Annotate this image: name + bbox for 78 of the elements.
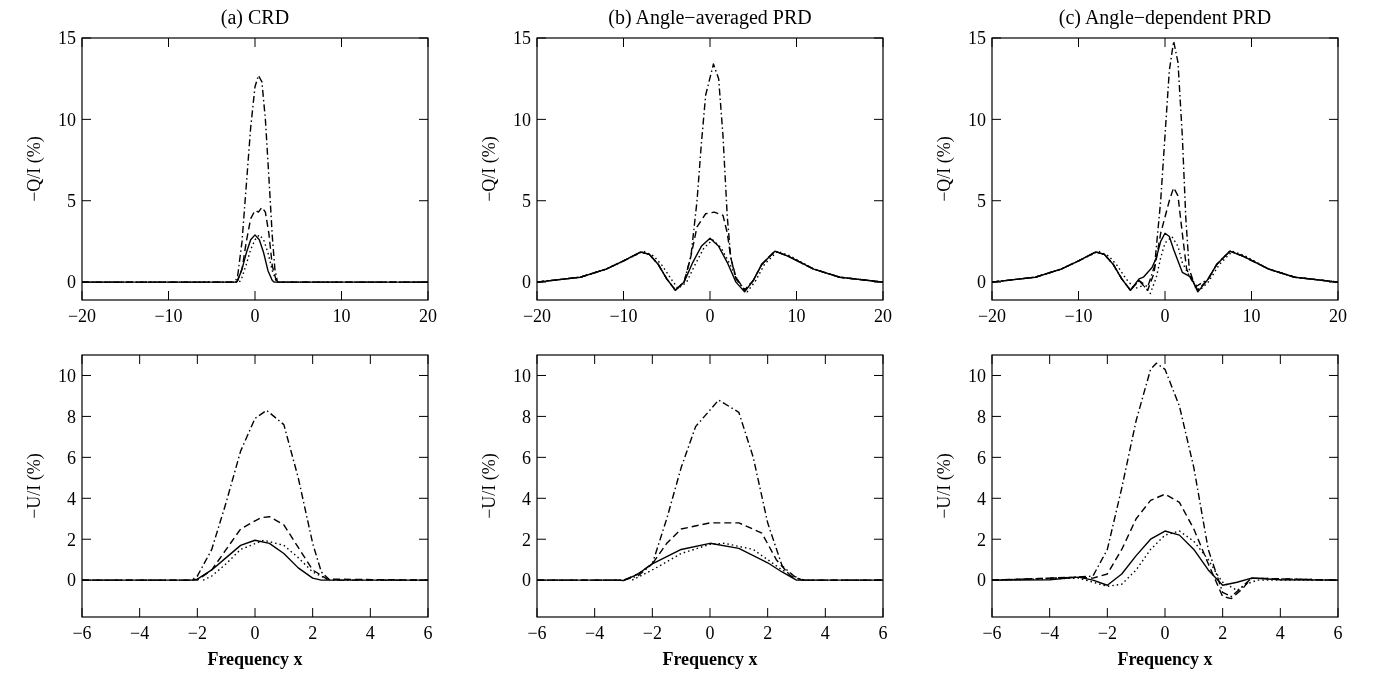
y-tick-label: 15 <box>968 28 986 49</box>
x-tick-label: −20 <box>522 306 552 326</box>
y-tick-label: 10 <box>513 109 531 130</box>
x-axis-title: Frequency x <box>207 649 303 669</box>
x-tick-label: −2 <box>642 623 662 643</box>
y-axis-title: −U/I (%) <box>479 453 500 519</box>
x-tick-label: 20 <box>419 306 437 326</box>
chart-title: (c) Angle−dependent PRD <box>1058 6 1272 29</box>
y-tick-label: 15 <box>58 28 76 49</box>
x-tick-label: −6 <box>982 623 1002 643</box>
y-tick-label: 4 <box>522 488 531 509</box>
y-tick-label: 8 <box>522 406 531 427</box>
y-tick-label: 5 <box>977 191 986 212</box>
x-tick-label: 10 <box>1242 306 1261 326</box>
x-tick-label: −4 <box>1040 623 1060 643</box>
x-tick-label: −2 <box>1097 623 1117 643</box>
y-tick-label: 2 <box>522 529 531 550</box>
y-tick-label: 2 <box>67 529 76 550</box>
y-axis-title: −Q/I (%) <box>934 136 955 202</box>
y-tick-label: 10 <box>58 109 76 130</box>
x-tick-label: 10 <box>332 306 351 326</box>
y-tick-label: 10 <box>968 365 986 386</box>
y-axis-title: −Q/I (%) <box>479 136 500 202</box>
y-tick-label: 0 <box>67 272 76 293</box>
chart-title: (a) CRD <box>220 6 290 29</box>
chart-title: (b) Angle−averaged PRD <box>608 6 812 29</box>
x-tick-label: −2 <box>187 623 207 643</box>
x-tick-label: −4 <box>130 623 150 643</box>
x-tick-label: 4 <box>365 623 375 643</box>
x-tick-label: 4 <box>820 623 830 643</box>
y-tick-label: 2 <box>977 529 986 550</box>
x-tick-label: 6 <box>423 623 433 643</box>
x-tick-label: 20 <box>874 306 892 326</box>
y-tick-label: 4 <box>977 488 986 509</box>
y-tick-label: 0 <box>977 272 986 293</box>
x-tick-label: −20 <box>67 306 97 326</box>
x-tick-label: −20 <box>977 306 1007 326</box>
x-axis-title: Frequency x <box>662 649 758 669</box>
x-tick-label: −10 <box>154 306 183 326</box>
y-axis-title: −U/I (%) <box>24 453 45 519</box>
x-tick-label: −6 <box>527 623 547 643</box>
x-axis-title: Frequency x <box>1117 649 1213 669</box>
x-tick-label: 2 <box>308 623 318 643</box>
x-tick-label: 0 <box>1160 306 1170 326</box>
y-axis-title: −U/I (%) <box>934 453 955 519</box>
y-tick-label: 6 <box>522 447 531 468</box>
y-tick-label: 10 <box>968 109 986 130</box>
x-tick-label: 6 <box>878 623 888 643</box>
x-tick-label: 0 <box>1160 623 1170 643</box>
y-tick-label: 10 <box>58 365 76 386</box>
x-tick-label: −6 <box>72 623 92 643</box>
x-tick-label: 0 <box>250 306 260 326</box>
y-tick-label: 15 <box>513 28 531 49</box>
x-tick-label: 10 <box>787 306 806 326</box>
y-tick-label: 6 <box>977 447 986 468</box>
y-tick-label: 0 <box>522 570 531 591</box>
y-tick-label: 6 <box>67 447 76 468</box>
y-tick-label: 5 <box>522 191 531 212</box>
x-tick-label: 0 <box>705 623 715 643</box>
y-tick-label: 5 <box>67 191 76 212</box>
x-tick-label: 6 <box>1333 623 1343 643</box>
x-tick-label: 0 <box>705 306 715 326</box>
y-tick-label: 0 <box>67 570 76 591</box>
y-tick-label: 0 <box>977 570 986 591</box>
x-tick-label: −10 <box>609 306 638 326</box>
x-tick-label: −10 <box>1064 306 1093 326</box>
x-tick-label: 2 <box>1218 623 1228 643</box>
y-axis-title: −Q/I (%) <box>24 136 45 202</box>
y-tick-label: 10 <box>513 365 531 386</box>
x-tick-label: 2 <box>763 623 773 643</box>
y-tick-label: 8 <box>977 406 986 427</box>
x-tick-label: 20 <box>1329 306 1347 326</box>
x-tick-label: 0 <box>250 623 260 643</box>
y-tick-label: 8 <box>67 406 76 427</box>
y-tick-label: 4 <box>67 488 76 509</box>
y-tick-label: 0 <box>522 272 531 293</box>
x-tick-label: −4 <box>585 623 605 643</box>
x-tick-label: 4 <box>1275 623 1285 643</box>
